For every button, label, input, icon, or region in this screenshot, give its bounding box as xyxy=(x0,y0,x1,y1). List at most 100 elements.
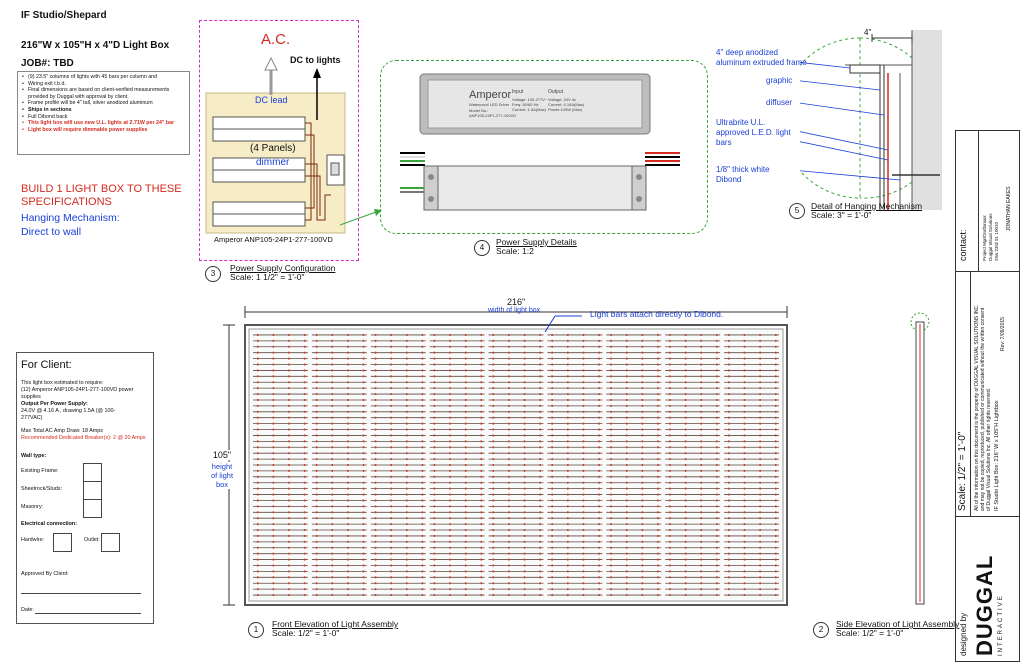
led-dot xyxy=(523,469,526,472)
led-dot xyxy=(288,511,290,514)
led-dot xyxy=(347,594,349,597)
led-dot xyxy=(743,540,746,543)
led-dot xyxy=(716,505,718,508)
led-dot xyxy=(567,428,569,431)
led-dot xyxy=(272,351,275,354)
led-dot xyxy=(480,594,483,597)
led-dot xyxy=(598,458,600,461)
led-dot xyxy=(390,481,392,484)
led-dot xyxy=(390,588,392,591)
led-dot xyxy=(449,464,451,466)
led-dot xyxy=(449,469,451,472)
electrical-label: Electrical connection: xyxy=(21,521,78,527)
led-dot xyxy=(272,369,275,372)
led-dot xyxy=(641,369,644,372)
led-dot xyxy=(700,487,702,490)
led-dot xyxy=(684,594,687,597)
led-dot xyxy=(610,422,612,425)
led-dot xyxy=(523,529,526,532)
led-dot xyxy=(303,564,306,567)
hardwire-checkbox[interactable] xyxy=(53,533,72,552)
led-dot xyxy=(539,375,541,378)
led-dot xyxy=(288,428,290,431)
led-dot xyxy=(374,499,377,502)
led-dot xyxy=(508,357,510,360)
led-dot xyxy=(759,440,761,443)
date-line[interactable] xyxy=(35,613,141,614)
led-dot xyxy=(433,582,436,585)
led-dot xyxy=(362,570,365,573)
led-dot xyxy=(492,475,495,478)
approval-signature-line[interactable] xyxy=(21,593,141,594)
led-dot xyxy=(362,381,365,384)
led-dot xyxy=(480,375,483,378)
led-dot xyxy=(625,534,628,537)
led-dot xyxy=(598,345,600,348)
led-dot xyxy=(716,493,718,496)
led-dot xyxy=(684,428,687,431)
led-dot xyxy=(657,458,659,461)
led-dot xyxy=(657,493,659,496)
led-dot xyxy=(567,464,569,466)
led-dot xyxy=(523,594,526,597)
led-dot xyxy=(362,487,365,490)
led-dot xyxy=(657,381,659,384)
outlet-checkbox[interactable] xyxy=(101,533,120,552)
led-dot xyxy=(362,446,365,449)
led-dot xyxy=(406,493,408,496)
led-dot xyxy=(598,546,600,549)
led-dot xyxy=(390,351,392,354)
led-dot xyxy=(421,375,424,378)
led-dot xyxy=(362,475,365,478)
led-dot xyxy=(716,464,718,466)
led-dot xyxy=(625,517,628,520)
notes-box: (9) 23.5" columns of lights with 45 bars… xyxy=(17,71,190,155)
led-dot xyxy=(449,375,451,378)
led-dot xyxy=(464,546,467,549)
led-dot xyxy=(523,351,526,354)
existing-frame-checkbox[interactable] xyxy=(83,463,102,482)
led-dot xyxy=(539,588,541,591)
led-dot xyxy=(657,469,659,472)
led-dot xyxy=(657,517,659,520)
led-dot xyxy=(257,529,259,532)
led-dot xyxy=(700,517,702,520)
led-dot xyxy=(449,416,451,419)
led-dot xyxy=(539,345,541,348)
led-dot xyxy=(362,493,365,496)
led-dot xyxy=(272,570,275,573)
led-dot xyxy=(390,558,392,561)
led-dot xyxy=(331,452,334,455)
led-dot xyxy=(390,363,392,366)
led-dot xyxy=(508,546,510,549)
led-dot xyxy=(728,511,730,514)
led-dot xyxy=(775,505,777,508)
led-dot xyxy=(315,487,318,490)
led-dot xyxy=(582,469,585,472)
led-dot xyxy=(743,434,746,437)
led-dot xyxy=(315,469,318,472)
led-dot xyxy=(347,446,349,449)
led-dot xyxy=(374,475,377,478)
led-dot xyxy=(567,582,569,585)
led-dot xyxy=(625,464,628,466)
led-dot xyxy=(347,387,349,390)
led-dot xyxy=(551,446,553,449)
led-dot xyxy=(492,517,495,520)
led-dot xyxy=(362,428,365,431)
led-dot xyxy=(657,387,659,390)
led-dot xyxy=(759,481,761,484)
led-dot xyxy=(700,511,702,514)
led-dot xyxy=(567,469,569,472)
led-dot xyxy=(362,576,365,579)
led-dot xyxy=(641,529,644,532)
led-dot xyxy=(406,446,408,449)
led-dot xyxy=(347,375,349,378)
led-dot xyxy=(716,333,718,336)
led-dot xyxy=(406,393,408,396)
masonry-checkbox[interactable] xyxy=(83,499,102,518)
led-dot xyxy=(641,505,644,508)
led-dot xyxy=(669,546,671,549)
sheetrock-checkbox[interactable] xyxy=(83,481,102,500)
led-dot xyxy=(582,357,585,360)
